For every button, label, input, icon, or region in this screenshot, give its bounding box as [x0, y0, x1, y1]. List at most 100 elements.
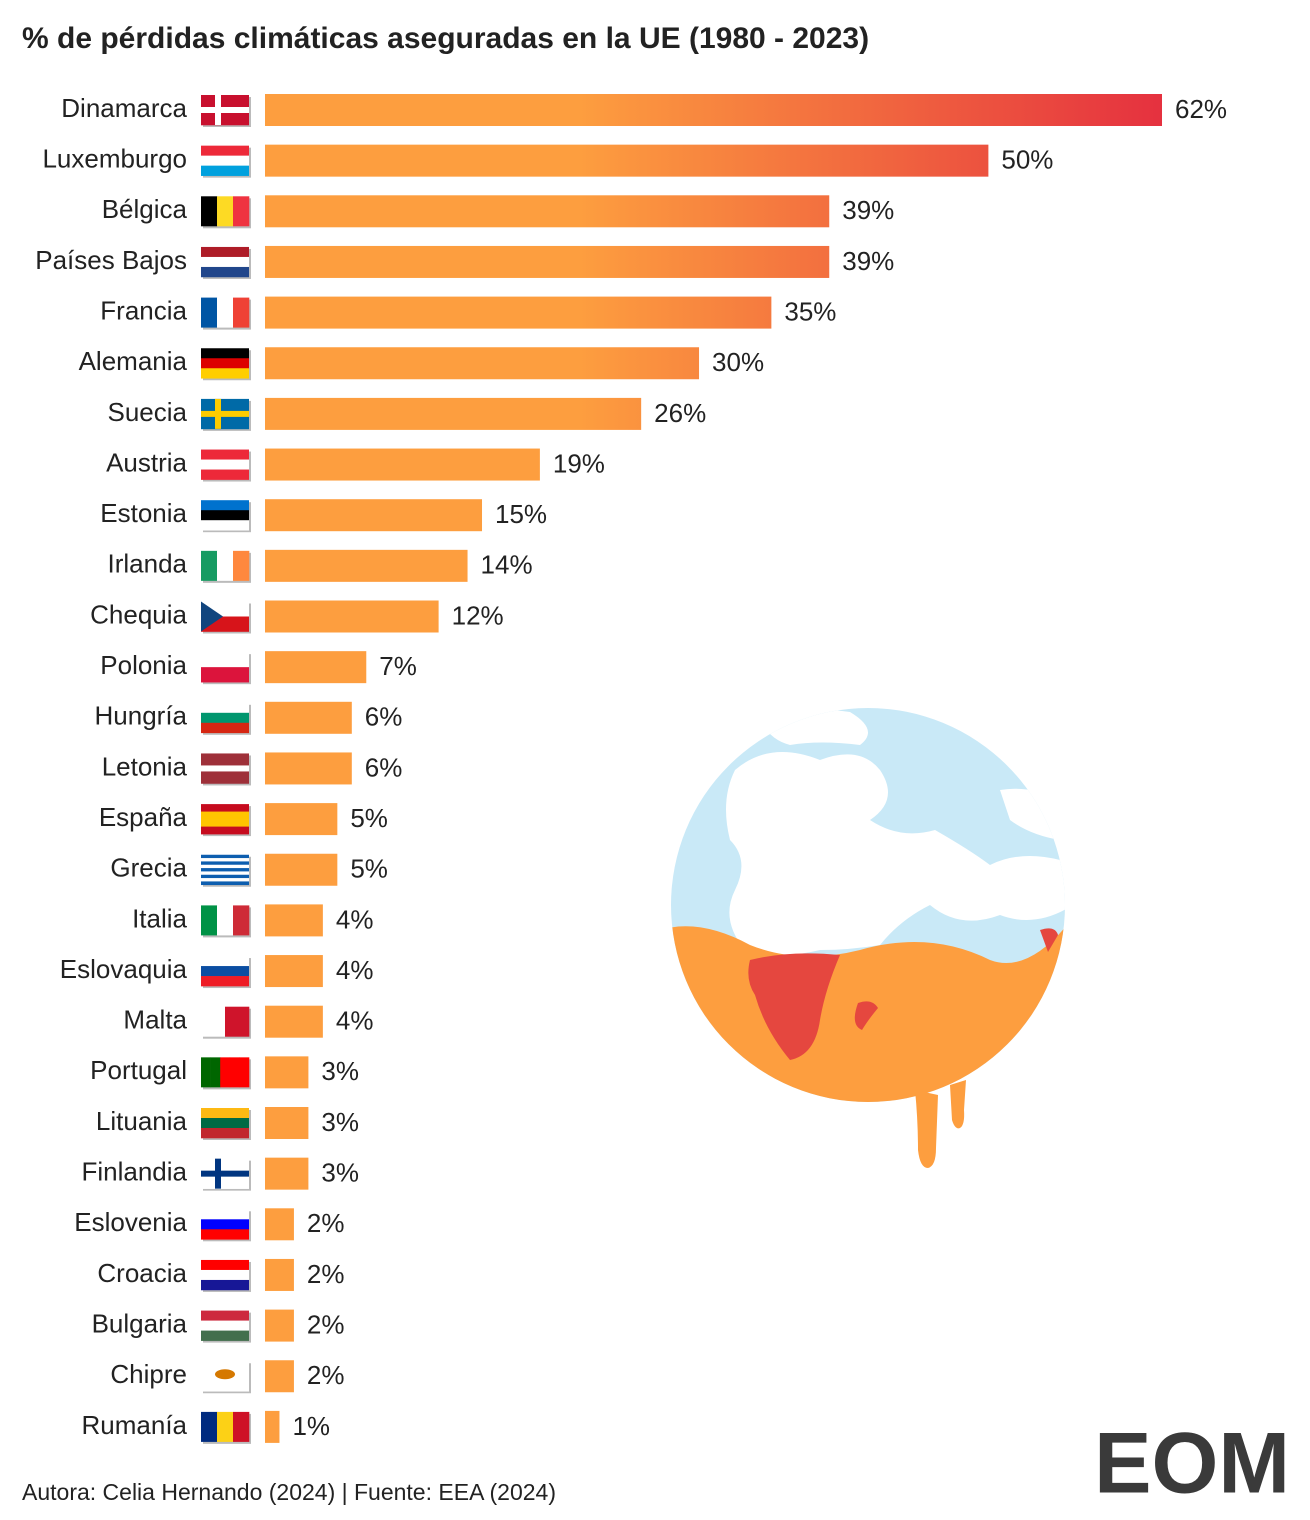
flag-stripe — [217, 1411, 234, 1442]
bar — [265, 94, 1162, 126]
flag — [201, 1158, 251, 1191]
flag-stripe — [201, 777, 249, 784]
flag-stripe — [201, 1057, 211, 1088]
flag — [201, 196, 251, 229]
category-label: Bulgaria — [92, 1308, 188, 1338]
value-label: 2% — [307, 1360, 345, 1390]
value-label: 3% — [321, 1107, 359, 1137]
bar — [265, 1056, 309, 1089]
category-label: Portugal — [90, 1055, 187, 1085]
flag-stripe — [201, 155, 249, 166]
flag-stripe — [201, 297, 218, 328]
value-label: 62% — [1175, 94, 1227, 124]
flag — [201, 1057, 251, 1090]
flag-stripe — [201, 1229, 249, 1240]
bar — [265, 600, 439, 633]
flag — [201, 246, 251, 279]
flag-triangle — [201, 601, 223, 632]
flag-stripe — [217, 297, 234, 328]
flag-stripe — [201, 1279, 249, 1291]
flag-stripe — [201, 256, 249, 268]
value-label: 15% — [495, 499, 547, 529]
flag-stripe — [233, 196, 250, 227]
flag-stripe — [201, 500, 249, 511]
flag — [201, 1259, 251, 1292]
flag — [201, 601, 251, 634]
flag-stripe — [201, 858, 249, 862]
bar — [265, 853, 338, 886]
category-label: Luxemburgo — [42, 144, 187, 174]
flag-stripe — [201, 966, 249, 977]
flag-stripe — [201, 652, 249, 668]
value-label: 4% — [336, 955, 374, 985]
flag — [201, 753, 251, 786]
bar — [265, 245, 830, 278]
value-label: 1% — [292, 1411, 330, 1441]
bar — [265, 144, 989, 177]
flag-emblem — [215, 1369, 235, 1380]
flag-stripe — [201, 878, 249, 882]
flag-stripe — [233, 297, 250, 328]
value-label: 3% — [321, 1056, 359, 1086]
category-label: Suecia — [108, 397, 188, 427]
category-label: Eslovaquia — [60, 954, 188, 984]
value-label: 14% — [481, 550, 533, 580]
value-label: 12% — [452, 600, 504, 630]
category-label: España — [99, 802, 188, 832]
flag-stripe — [217, 550, 234, 581]
flag-stripe — [217, 196, 234, 227]
category-label: Irlanda — [108, 549, 188, 579]
flag-stripe — [201, 871, 249, 876]
flag-stripe — [201, 145, 249, 156]
bar — [265, 195, 830, 228]
category-label: Rumanía — [82, 1410, 188, 1440]
flag-stripe — [201, 1006, 226, 1037]
flag-stripe — [225, 1006, 250, 1037]
value-label: 30% — [712, 347, 764, 377]
flag-stripe — [220, 1057, 231, 1088]
bar — [265, 701, 352, 734]
flag-stripe — [201, 1310, 249, 1321]
category-label: Letonia — [102, 751, 188, 781]
bar — [265, 1410, 280, 1443]
flag-stripe — [201, 722, 249, 734]
category-label: Lituania — [96, 1106, 188, 1136]
flag-stripe — [201, 520, 249, 531]
footer: Autora: Celia Hernando (2024) | Fuente: … — [22, 1479, 556, 1505]
value-label: 4% — [336, 904, 374, 934]
flag-stripe — [201, 667, 249, 683]
flag — [201, 550, 251, 583]
flag-stripe — [201, 1128, 249, 1139]
flag-stripe — [201, 819, 249, 827]
flag-stripe — [201, 771, 249, 778]
bar — [265, 803, 338, 836]
flag — [201, 348, 251, 381]
flag-stripe — [201, 753, 249, 760]
flag — [201, 297, 251, 330]
category-label: Austria — [106, 447, 187, 477]
bar — [265, 1005, 323, 1038]
flag-stripe — [201, 874, 249, 879]
value-label: 4% — [336, 1006, 374, 1036]
category-label: Alemania — [79, 346, 188, 376]
flag — [201, 854, 251, 887]
bar — [265, 347, 700, 380]
flag — [201, 956, 251, 989]
bar — [265, 1309, 294, 1342]
bar — [265, 1360, 294, 1393]
flag-stripe — [201, 854, 249, 859]
flag — [201, 702, 251, 735]
flag-stripe — [201, 550, 218, 581]
flag — [201, 804, 251, 837]
flag-stripe — [201, 1219, 249, 1230]
flag-stripe — [201, 976, 249, 987]
flag-stripe — [233, 905, 250, 936]
category-label: Grecia — [110, 853, 187, 883]
flag — [201, 905, 251, 938]
flag — [201, 398, 251, 431]
flag-stripe — [201, 469, 249, 480]
flag — [201, 1209, 251, 1242]
bar — [265, 1107, 309, 1139]
category-label: Malta — [123, 1005, 187, 1035]
